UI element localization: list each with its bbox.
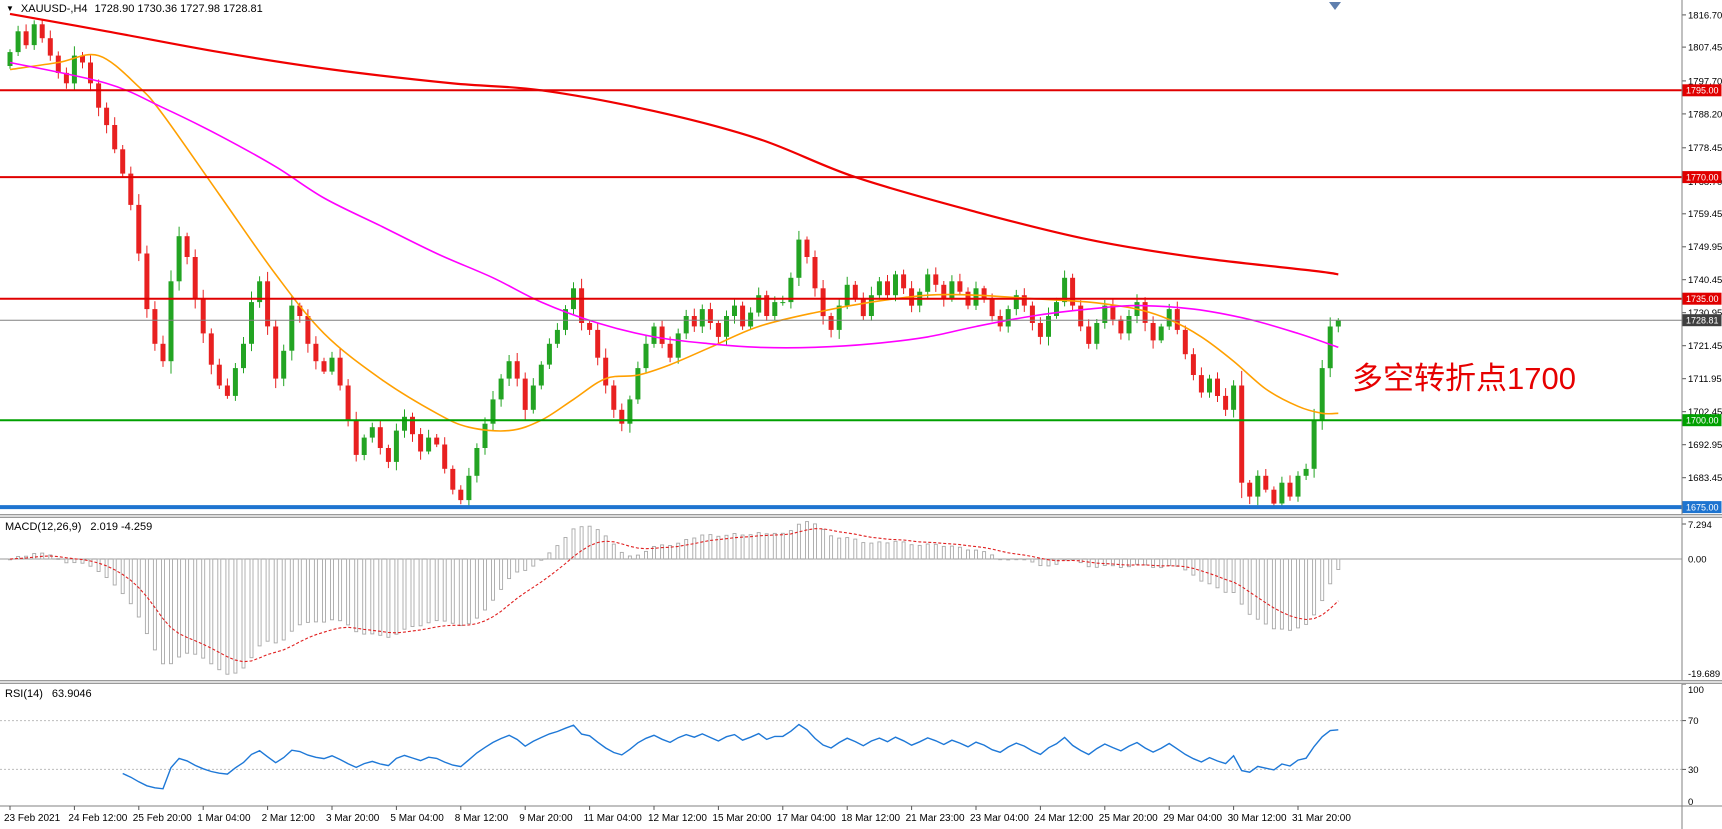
price-tick: 1702.45	[1688, 407, 1722, 418]
time-label: 5 Mar 04:00	[390, 813, 444, 824]
symbol-timeframe-label: XAUUSD-,H4	[20, 3, 88, 15]
time-label: 30 Mar 12:00	[1228, 813, 1287, 824]
rsi-scale-tick: 100	[1688, 685, 1704, 696]
price-tick: 1816.70	[1688, 10, 1722, 21]
time-label: 25 Mar 20:00	[1099, 813, 1158, 824]
ma-fast-orange	[9, 53, 1339, 432]
rsi-indicator-name: RSI(14)	[5, 688, 43, 700]
price-tick: 1807.45	[1688, 43, 1722, 54]
price-tags: 1795.00 1770.00 1735.00 1700.00 1675.00 1728.…	[1682, 84, 1722, 514]
time-label: 31 Mar 20:00	[1292, 813, 1351, 824]
time-label: 21 Mar 23:00	[906, 813, 965, 824]
ohlc-values: 1728.90 1730.36 1727.98 1728.81	[94, 3, 263, 15]
horizontal-level-lines[interactable]	[0, 89, 1682, 510]
price-tick: 1778.45	[1688, 143, 1722, 154]
price-tag: 1795.00	[1686, 86, 1719, 96]
time-label: 25 Feb 20:00	[133, 813, 192, 824]
macd-scale-zero: 0.00	[1688, 554, 1707, 565]
price-tag: 1735.00	[1686, 294, 1719, 304]
time-label: 8 Mar 12:00	[455, 813, 509, 824]
rsi-scale-tick: 0	[1688, 797, 1693, 808]
price-tag: 1700.00	[1686, 416, 1719, 426]
macd-indicator-values: 2.019 -4.259	[90, 521, 153, 533]
macd-scale-min: -19.689	[1688, 669, 1720, 680]
price-tag: 1728.81	[1686, 316, 1719, 326]
price-tick: 1730.95	[1688, 308, 1722, 319]
price-tick: 1788.20	[1688, 109, 1722, 120]
time-label: 12 Mar 12:00	[648, 813, 707, 824]
rsi-pane-label: RSI(14) 63.9046	[5, 688, 92, 700]
time-label: 3 Mar 20:00	[326, 813, 380, 824]
chart-shift-marker[interactable]	[1329, 2, 1341, 10]
pane-splitter[interactable]	[0, 514, 1722, 518]
price-tick: 1749.95	[1688, 242, 1722, 253]
ma-slow-red	[9, 12, 1339, 276]
macd-pane-label: MACD(12,26,9) 2.019 -4.259	[5, 521, 152, 533]
rsi-pane[interactable]: 100 70 30 0	[0, 683, 1704, 808]
macd-indicator-name: MACD(12,26,9)	[5, 521, 82, 533]
price-tick: 1759.45	[1688, 209, 1722, 220]
price-tag: 1675.00	[1686, 503, 1719, 513]
time-label: 24 Mar 12:00	[1034, 813, 1093, 824]
time-label: 15 Mar 20:00	[712, 813, 771, 824]
price-tick: 1721.45	[1688, 341, 1722, 352]
chart-dropdown-icon[interactable]: ▼	[6, 4, 14, 13]
time-label: 11 Mar 04:00	[584, 813, 643, 824]
macd-signal-line	[9, 528, 1339, 663]
price-tick: 1740.45	[1688, 275, 1722, 286]
time-label: 23 Mar 04:00	[970, 813, 1029, 824]
rsi-line	[122, 723, 1339, 790]
time-label: 18 Mar 12:00	[841, 813, 900, 824]
price-tick: 1711.95	[1688, 374, 1722, 385]
candles[interactable]	[7, 19, 1341, 508]
rsi-scale-tick: 30	[1688, 765, 1699, 776]
rsi-scale-tick: 70	[1688, 716, 1699, 727]
time-label: 29 Mar 04:00	[1163, 813, 1222, 824]
time-label: 24 Feb 12:00	[68, 813, 127, 824]
time-scale[interactable]: 23 Feb 2021 24 Feb 12:00 25 Feb 20:00 1 Mar…	[0, 805, 1722, 824]
macd-scale-max: 7.294	[1688, 520, 1712, 531]
price-tick: 1692.95	[1688, 440, 1722, 451]
time-label: 23 Feb 2021	[4, 813, 61, 824]
macd-pane[interactable]: 7.294 0.00 -19.689	[0, 520, 1720, 680]
chart-header: ▼ XAUUSD-,H4 1728.90 1730.36 1727.98 172…	[6, 3, 263, 15]
time-label: 17 Mar 04:00	[777, 813, 836, 824]
time-label: 1 Mar 04:00	[197, 813, 251, 824]
pane-splitter[interactable]	[0, 680, 1722, 684]
price-tick: 1797.70	[1688, 76, 1722, 87]
price-tag: 1770.00	[1686, 173, 1719, 183]
time-label: 2 Mar 12:00	[262, 813, 316, 824]
rsi-indicator-value: 63.9046	[51, 688, 92, 700]
time-label: 9 Mar 20:00	[519, 813, 573, 824]
annotation-text[interactable]: 多空转折点1700	[1352, 361, 1576, 396]
ma-mid-magenta	[9, 61, 1339, 349]
price-tick: 1683.45	[1688, 473, 1722, 484]
price-scale[interactable]: 1816.701807.451797.701788.201778.451768.…	[1682, 10, 1722, 484]
